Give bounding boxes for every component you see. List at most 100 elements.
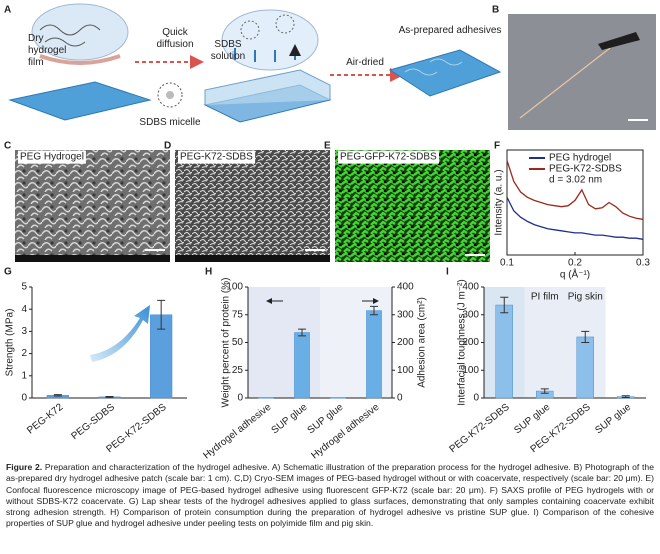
scheme-label-line: Dry xyxy=(28,33,44,44)
trend-arrow xyxy=(90,305,150,362)
y-tick-label: 100 xyxy=(226,282,243,293)
error-bar xyxy=(540,388,549,394)
y2-axis-label: Adhesion area (cm²) xyxy=(417,297,428,388)
group-label: PI film xyxy=(531,292,559,303)
scheme-label-line: As-prepared adhesives xyxy=(399,25,502,36)
scheme-label: Air-dried xyxy=(346,57,384,68)
y-tick-label: 50 xyxy=(232,337,244,348)
x-tick-label: 0.1 xyxy=(500,258,514,269)
x-tick-label: 0.2 xyxy=(568,258,582,269)
x-tick-label: SUP glue xyxy=(512,402,552,437)
y-axis-label: Strength (MPa) xyxy=(5,309,16,377)
legend-label: PEG-K72-SDBS xyxy=(549,164,622,175)
x-tick-label: Hydrogel adhesive xyxy=(309,402,381,460)
panel-letter: H xyxy=(205,267,212,278)
bar xyxy=(330,397,346,399)
y-tick-label: 200 xyxy=(462,337,479,348)
y-axis-label: Interfacial toughness (J m⁻²) xyxy=(457,279,468,405)
error-bar xyxy=(500,296,509,314)
group-label: Pig skin xyxy=(568,292,603,303)
y-tick-label: 25 xyxy=(232,365,244,376)
bar xyxy=(495,304,514,399)
scheme-label-line: solution xyxy=(211,51,245,62)
scheme-label-line: hydrogel xyxy=(28,45,66,56)
y-tick-label: 75 xyxy=(232,309,244,320)
y-tick-label: 5 xyxy=(21,282,27,293)
y-tick-label: 4 xyxy=(21,304,27,315)
y-tick-label: 1 xyxy=(21,370,27,381)
image-label-bg xyxy=(338,150,440,164)
x-tick-label: PEG-SDBS xyxy=(69,402,117,443)
y-tick-label: 2 xyxy=(21,348,27,359)
scheme-label-line: Quick xyxy=(162,27,189,38)
panel-letter: I xyxy=(446,267,449,278)
sem-image xyxy=(15,150,170,262)
image-label: PEG-GFP-K72-SDBS xyxy=(340,152,437,163)
caption-lead: Figure 2. xyxy=(6,462,43,472)
series-line xyxy=(506,160,644,220)
bar xyxy=(366,310,382,399)
y2-tick-label: 400 xyxy=(397,282,414,293)
bar xyxy=(294,332,310,399)
error-bar xyxy=(53,394,62,397)
x-axis-label: q (Å⁻¹) xyxy=(560,268,590,281)
legend-label: PEG hydrogel xyxy=(549,153,611,164)
panel-letter: C xyxy=(4,141,11,152)
error-bar xyxy=(581,330,590,343)
image-footer xyxy=(175,255,330,262)
sem-image xyxy=(175,150,330,262)
photo xyxy=(508,14,656,130)
x-tick-label: Hydrogel adhesive xyxy=(201,402,273,460)
panel-letter: D xyxy=(164,141,171,152)
error-bar xyxy=(105,395,114,398)
y2-tick-label: 300 xyxy=(397,309,414,320)
bar xyxy=(258,397,274,399)
scheme-label-line: Air-dried xyxy=(346,57,384,68)
panel-letter: F xyxy=(494,141,500,152)
image-label: PEG Hydrogel xyxy=(20,152,84,163)
caption: Figure 2. Preparation and characterizati… xyxy=(6,462,654,530)
confocal-image xyxy=(335,150,490,262)
y-axis-label: Intensity (a. u.) xyxy=(494,169,505,235)
scheme-label-line: SDBS micelle xyxy=(139,117,201,128)
scheme-label: SDBS micelle xyxy=(139,117,201,128)
panel-letter: A xyxy=(4,5,11,16)
x-tick-label: SUP glue xyxy=(593,402,633,437)
error-bar xyxy=(157,299,166,330)
caption-text: Preparation and characterization of the … xyxy=(6,462,654,529)
image-label-bg xyxy=(178,150,256,164)
x-tick-label: PEG-K72-SDBS xyxy=(448,402,512,456)
scheme-label-line: film xyxy=(28,57,44,68)
scheme-label: SDBS solution xyxy=(211,39,245,62)
y-tick-label: 0 xyxy=(473,393,479,404)
figure: A B C D E F G H I Dry hydrogel film Quick diffusion SD… xyxy=(4,3,656,460)
y-tick-label: 300 xyxy=(462,309,479,320)
x-tick-label: PEG-K72 xyxy=(25,402,65,437)
image-label-bg xyxy=(18,150,86,164)
scheme-label-line: diffusion xyxy=(156,39,193,50)
y-tick-label: 0 xyxy=(21,393,27,404)
y-tick-label: 3 xyxy=(21,326,27,337)
error-bar xyxy=(370,305,378,316)
x-tick-label: 0.3 xyxy=(636,258,650,269)
series-line xyxy=(506,197,644,240)
bar xyxy=(576,336,595,399)
scheme xyxy=(8,3,502,123)
y-tick-label: 400 xyxy=(462,282,479,293)
y2-tick-label: 100 xyxy=(397,365,414,376)
panel-letter: G xyxy=(4,267,12,278)
scheme-label: Quick diffusion xyxy=(156,27,193,50)
y-tick-label: 100 xyxy=(462,365,479,376)
panel-letter: E xyxy=(324,141,331,152)
y-axis-label: Weight percent of protein (%) xyxy=(221,278,232,408)
y2-tick-label: 200 xyxy=(397,337,414,348)
scheme-label-line: SDBS xyxy=(214,39,242,50)
scheme-label: Dry hydrogel film xyxy=(28,33,66,68)
scheme-label: As-prepared adhesives xyxy=(399,25,502,36)
image-label: PEG-K72-SDBS xyxy=(180,152,253,163)
image-footer xyxy=(15,255,170,262)
y2-tick-label: 0 xyxy=(397,393,403,404)
annotation: d = 3.02 nm xyxy=(549,175,602,186)
error-bar xyxy=(621,395,630,398)
